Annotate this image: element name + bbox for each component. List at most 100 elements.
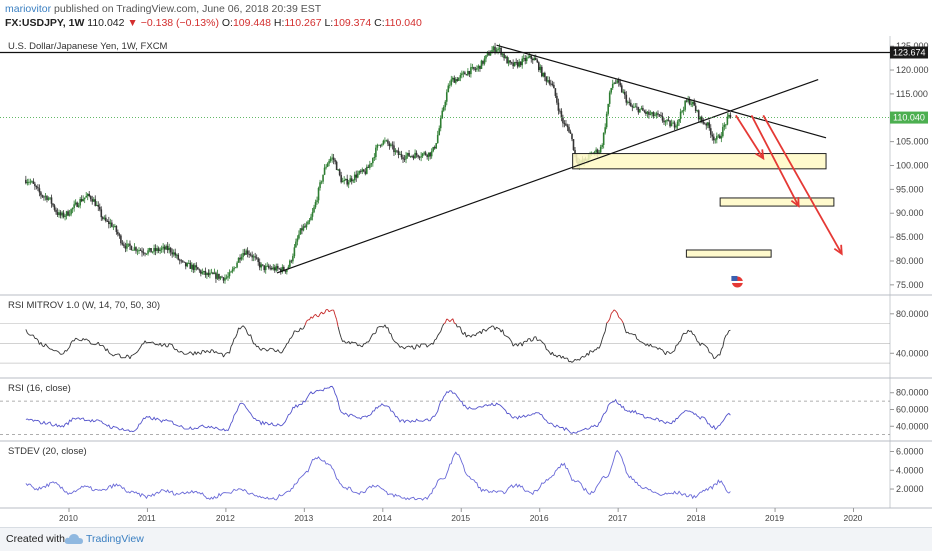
candle-body — [147, 250, 149, 253]
candle-body — [318, 188, 320, 200]
tradingview-cloud-icon — [64, 532, 84, 546]
candle-body — [324, 168, 326, 175]
candle-body — [312, 212, 314, 217]
published-text: published on TradingView.com, June 06, 2… — [54, 3, 321, 15]
candle-body — [696, 110, 698, 111]
candle-body — [256, 257, 258, 258]
candle-body — [116, 226, 118, 232]
rsi-mitrov-series-segment — [454, 323, 456, 324]
candle-body — [49, 197, 51, 198]
candle-body — [298, 234, 300, 238]
candle-body — [79, 199, 81, 205]
rsi-pane-title: RSI (16, close) — [8, 383, 71, 394]
candle-body — [336, 162, 338, 170]
candle-body — [277, 266, 279, 268]
ohlc-legend: FX:USDJPY, 1W 110.042 ▼ −0.138 (−0.13%) … — [5, 17, 422, 29]
candle-body — [364, 172, 366, 174]
candle-body — [173, 252, 175, 254]
candle-body — [437, 135, 439, 143]
rsi-mitrov-series-segment — [296, 331, 298, 332]
candle-body — [404, 159, 406, 160]
support-zone — [720, 198, 834, 206]
candle-body — [99, 207, 101, 210]
candle-body — [156, 248, 158, 251]
price-axis-label: 75.000 — [896, 280, 924, 290]
candle-body — [203, 271, 205, 272]
candle-body — [245, 251, 247, 255]
candle-body — [176, 255, 178, 256]
candle-body — [199, 269, 201, 270]
candle-body — [334, 160, 336, 162]
candle-body — [544, 73, 546, 77]
candle-body — [126, 244, 128, 249]
candle-body — [191, 265, 193, 269]
candle-body — [300, 228, 302, 234]
candle-body — [408, 153, 410, 157]
candle-body — [100, 209, 102, 217]
candle-body — [550, 84, 552, 85]
candle-body — [627, 102, 629, 103]
candle-body — [200, 270, 202, 273]
candle-body — [570, 132, 572, 134]
publish-info: mariovitor published on TradingView.com,… — [5, 3, 321, 15]
candle-body — [446, 92, 448, 102]
candle-body — [82, 199, 84, 201]
time-axis-label: 2019 — [765, 513, 784, 523]
support-zone — [573, 154, 826, 169]
rsi-mitrov-series-segment — [714, 358, 716, 359]
candle-body — [482, 61, 484, 64]
chart-background — [0, 36, 932, 527]
candle-body — [254, 256, 256, 257]
candle-body — [25, 180, 27, 183]
candle-body — [440, 118, 442, 128]
candle-body — [405, 156, 407, 160]
candle-body — [168, 248, 170, 250]
candle-body — [307, 222, 309, 225]
candle-body — [716, 136, 718, 139]
rsi-mitrov-series-segment — [406, 346, 408, 347]
candle-body — [393, 145, 395, 152]
candle-body — [686, 101, 688, 102]
high-value: 110.267 — [284, 17, 321, 29]
candle-body — [523, 58, 525, 59]
price-axis-label: 105.000 — [896, 137, 929, 147]
candle-body — [455, 79, 457, 83]
candle-body — [34, 184, 36, 186]
candle-body — [684, 101, 686, 110]
candle-body — [345, 179, 347, 180]
candle-body — [108, 221, 110, 224]
candle-body — [458, 78, 460, 81]
high-label: H: — [274, 17, 285, 29]
candle-body — [355, 175, 357, 178]
candle-body — [728, 115, 730, 117]
candle-body — [419, 157, 421, 158]
candle-body — [666, 120, 668, 121]
candle-body — [722, 127, 724, 136]
tradingview-brand-link[interactable]: TradingView — [86, 533, 144, 545]
candle-body — [399, 154, 401, 155]
chart-canvas[interactable]: 125.000120.000115.000110.000105.000100.0… — [0, 36, 932, 527]
candle-body — [567, 126, 569, 128]
candle-body — [521, 59, 523, 66]
candle-body — [93, 199, 95, 201]
candle-body — [120, 236, 122, 244]
candle-body — [663, 121, 665, 123]
time-axis-label: 2014 — [373, 513, 392, 523]
candle-body — [310, 217, 312, 220]
candle-body — [337, 169, 339, 170]
down-triangle-icon: ▼ — [127, 17, 137, 29]
candle-body — [90, 196, 92, 199]
candle-body — [232, 269, 234, 271]
candle-body — [506, 57, 508, 64]
candle-body — [607, 104, 609, 114]
rsi-mitrov-series-segment — [211, 350, 213, 351]
candle-body — [704, 124, 706, 125]
candle-body — [260, 264, 262, 267]
author-link[interactable]: mariovitor — [5, 3, 51, 15]
candle-body — [610, 88, 612, 92]
candle-body — [377, 145, 379, 148]
time-axis-label: 2011 — [137, 513, 156, 523]
candle-body — [555, 88, 557, 96]
candle-body — [134, 247, 136, 250]
candle-body — [502, 54, 504, 55]
